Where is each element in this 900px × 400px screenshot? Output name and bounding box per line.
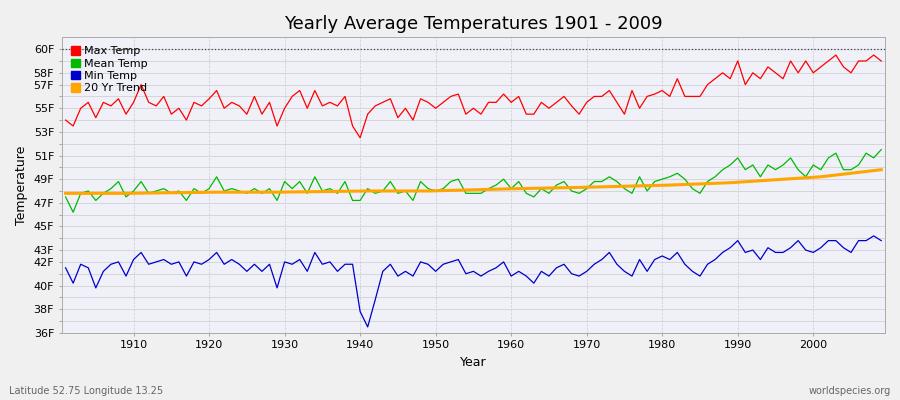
X-axis label: Year: Year — [460, 356, 487, 369]
Legend: Max Temp, Mean Temp, Min Temp, 20 Yr Trend: Max Temp, Mean Temp, Min Temp, 20 Yr Tre… — [68, 43, 151, 97]
Y-axis label: Temperature: Temperature — [15, 145, 28, 225]
Text: worldspecies.org: worldspecies.org — [809, 386, 891, 396]
Title: Yearly Average Temperatures 1901 - 2009: Yearly Average Temperatures 1901 - 2009 — [284, 15, 662, 33]
Text: Latitude 52.75 Longitude 13.25: Latitude 52.75 Longitude 13.25 — [9, 386, 163, 396]
